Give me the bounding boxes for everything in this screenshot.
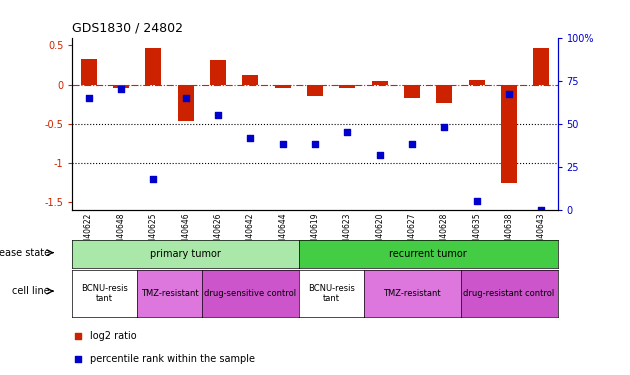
Point — [407, 141, 417, 147]
Point — [278, 141, 288, 147]
Point — [504, 92, 514, 98]
Point — [116, 86, 126, 92]
Point — [439, 124, 449, 130]
Bar — [372, 81, 387, 84]
Bar — [436, 84, 452, 103]
Text: disease state: disease state — [0, 248, 50, 258]
Bar — [113, 84, 129, 88]
Bar — [210, 60, 226, 84]
Text: log2 ratio: log2 ratio — [90, 331, 137, 341]
Point — [181, 95, 191, 101]
Point — [245, 135, 255, 141]
Bar — [242, 75, 258, 84]
Point — [375, 152, 385, 158]
Bar — [178, 84, 194, 121]
Text: recurrent tumor: recurrent tumor — [389, 249, 467, 259]
Bar — [307, 84, 323, 96]
Bar — [533, 48, 549, 84]
Text: TMZ-resistant: TMZ-resistant — [383, 289, 441, 298]
Text: GDS1830 / 24802: GDS1830 / 24802 — [72, 22, 183, 35]
Point — [148, 176, 158, 182]
Point — [84, 95, 94, 101]
Text: primary tumor: primary tumor — [150, 249, 221, 259]
Bar — [145, 48, 161, 84]
Bar — [469, 80, 485, 84]
Text: drug-sensitive control: drug-sensitive control — [204, 289, 296, 298]
Point — [266, 56, 276, 62]
Point — [266, 260, 276, 266]
Text: cell line: cell line — [12, 286, 50, 296]
Text: percentile rank within the sample: percentile rank within the sample — [90, 354, 255, 363]
Text: TMZ-resistant: TMZ-resistant — [140, 289, 198, 298]
Bar — [404, 84, 420, 98]
Bar — [81, 60, 97, 84]
Bar — [339, 84, 355, 88]
Point — [342, 129, 352, 135]
Text: drug-resistant control: drug-resistant control — [464, 289, 554, 298]
Point — [213, 112, 223, 118]
Point — [472, 198, 482, 204]
Bar — [501, 84, 517, 183]
Text: BCNU-resis
tant: BCNU-resis tant — [307, 284, 355, 303]
Point — [536, 207, 546, 213]
Bar — [275, 84, 291, 88]
Text: BCNU-resis
tant: BCNU-resis tant — [81, 284, 129, 303]
Point — [310, 141, 320, 147]
